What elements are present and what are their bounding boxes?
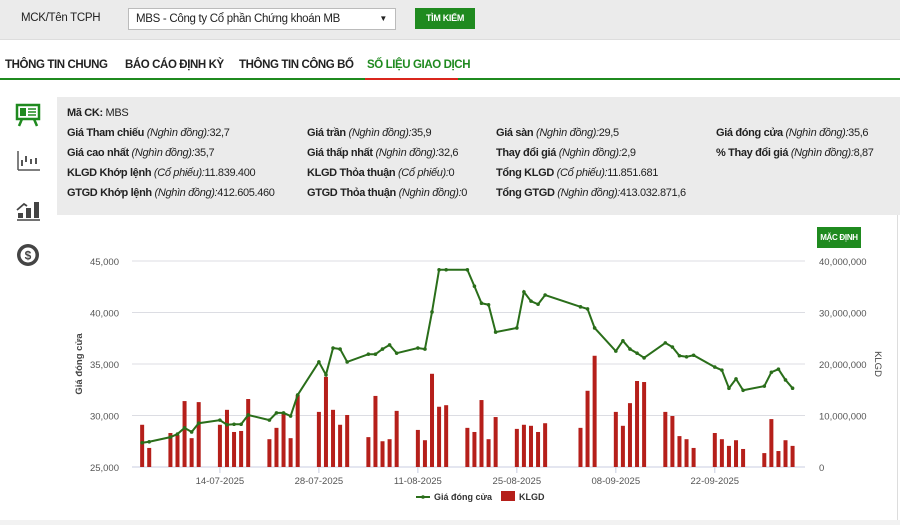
active-tab-indicator [365, 78, 458, 80]
info-unit: (Nghìn đồng): [790, 147, 854, 159]
info-value: 29,5 [598, 127, 619, 139]
default-view-button[interactable]: MẶC ĐỊNH [817, 227, 861, 248]
info-item: % Thay đổi giá (Nghìn đồng):8,87 [716, 147, 874, 159]
page-bottom [0, 520, 900, 525]
info-unit: (Nghìn đồng): [557, 187, 620, 199]
info-unit: (Cổ phiếu): [153, 167, 205, 179]
info-item: Giá thấp nhất (Nghìn đồng):32,6 [307, 147, 459, 159]
info-value: 11.851.681 [607, 167, 658, 179]
search-button[interactable]: TÌM KIẾM [415, 8, 475, 29]
growth-chart-icon[interactable] [15, 196, 41, 222]
info-unit: (Nghìn đồng): [146, 127, 210, 139]
info-value: 2,9 [621, 147, 636, 159]
info-value: 412.605.460 [217, 187, 275, 199]
info-item: Giá trần (Nghìn đồng):35,9 [307, 127, 432, 139]
info-label: Giá sàn [496, 127, 534, 139]
info-label: Giá đóng cửa [716, 127, 783, 139]
candlestick-chart-icon[interactable] [15, 148, 41, 174]
info-value: 0 [448, 167, 455, 179]
info-label: Tổng KLGD [496, 167, 554, 179]
svg-text:$: $ [25, 249, 32, 263]
info-item: Giá Tham chiếu (Nghìn đồng):32,7 [67, 127, 230, 139]
info-label: Mã CK: [67, 107, 103, 119]
info-item: Tổng KLGD (Cổ phiếu):11.851.681 [496, 167, 658, 179]
info-value: 413.032.871,6 [620, 187, 686, 199]
info-value: MBS [105, 107, 129, 119]
tab-disclosures[interactable]: THÔNG TIN CÔNG BỐ [239, 59, 354, 71]
info-label: Giá thấp nhất [307, 147, 373, 159]
info-unit: (Nghìn đồng): [558, 147, 622, 159]
info-unit: (Nghìn đồng): [536, 127, 599, 139]
dollar-coin-icon[interactable]: $ [15, 242, 41, 268]
info-unit: (Nghìn đồng): [154, 187, 218, 199]
info-value: 32,6 [438, 147, 459, 159]
info-item: Giá sàn (Nghìn đồng):29,5 [496, 127, 619, 139]
info-value: 8,87 [853, 147, 874, 159]
info-value: 11.839.400 [204, 167, 256, 179]
info-value: 0 [461, 187, 468, 199]
stock-code-label: MCK/Tên TCPH [21, 12, 101, 24]
info-item: Giá đóng cửa (Nghìn đồng):35,6 [716, 127, 869, 139]
info-label: Tổng GTGD [496, 187, 555, 199]
info-label: Giá Tham chiếu [67, 127, 145, 139]
stock-code-row: Mã CK: MBS [67, 107, 129, 119]
search-bar: MCK/Tên TCPH MBS - Công ty Cổ phần Chứng… [0, 0, 900, 40]
info-label: % Thay đổi giá [716, 147, 789, 159]
info-unit: (Nghìn đồng): [131, 147, 195, 159]
tab-periodic-reports[interactable]: BÁO CÁO ĐỊNH KỲ [125, 59, 224, 71]
info-label: GTGD Thỏa thuận [307, 187, 396, 199]
info-value: 35,7 [194, 147, 215, 159]
info-label: Thay đổi giá [496, 147, 556, 159]
info-item: GTGD Thỏa thuận (Nghìn đồng):0 [307, 187, 467, 199]
info-label: Giá cao nhất [67, 147, 129, 159]
info-unit: (Nghìn đồng): [348, 127, 412, 139]
info-unit: (Nghìn đồng): [398, 187, 462, 199]
info-label: Giá trần [307, 127, 346, 139]
info-unit: (Nghìn đồng): [375, 147, 439, 159]
info-item: GTGD Khớp lệnh (Nghìn đồng):412.605.460 [67, 187, 275, 199]
dropdown-caret-icon: ▼ [379, 14, 387, 23]
info-unit: (Cổ phiếu): [397, 167, 449, 179]
info-value: 35,9 [411, 127, 432, 139]
tab-bar: THÔNG TIN CHUNG BÁO CÁO ĐỊNH KỲ THÔNG TI… [0, 56, 900, 80]
tab-general-info[interactable]: THÔNG TIN CHUNG [5, 59, 108, 71]
chart-container [57, 215, 898, 520]
info-label: KLGD Thỏa thuận [307, 167, 396, 179]
info-label: KLGD Khớp lệnh [67, 167, 152, 179]
tab-trading-data[interactable]: SỐ LIỆU GIAO DỊCH [367, 59, 471, 71]
info-item: Tổng GTGD (Nghìn đồng):413.032.871,6 [496, 187, 686, 199]
info-item: Giá cao nhất (Nghìn đồng):35,7 [67, 147, 215, 159]
info-item: Thay đổi giá (Nghìn đồng):2,9 [496, 147, 636, 159]
info-value: 35,6 [848, 127, 869, 139]
info-value: 32,7 [209, 127, 230, 139]
info-unit: (Cổ phiếu): [556, 167, 608, 179]
info-label: GTGD Khớp lệnh [67, 187, 152, 199]
info-item: KLGD Khớp lệnh (Cổ phiếu):11.839.400 [67, 167, 256, 179]
presentation-board-icon[interactable] [15, 102, 41, 128]
company-select-value: MBS - Công ty Cổ phần Chứng khoán MB [136, 13, 341, 25]
info-item: KLGD Thỏa thuận (Cổ phiếu):0 [307, 167, 455, 179]
trading-info-panel: Mã CK: MBS Giá Tham chiếu (Nghìn đồng):3… [57, 97, 900, 215]
info-unit: (Nghìn đồng): [785, 127, 849, 139]
company-select[interactable]: MBS - Công ty Cổ phần Chứng khoán MB ▼ [128, 8, 396, 30]
